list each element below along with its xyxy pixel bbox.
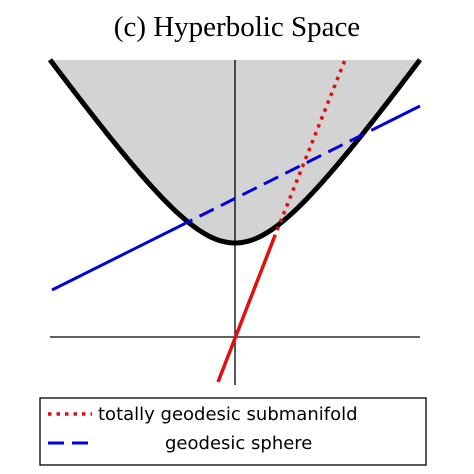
legend-box xyxy=(39,397,427,466)
sphere-line-outside xyxy=(382,104,421,126)
submanifold-line-outside xyxy=(216,237,276,383)
hyperboloid-curve xyxy=(47,58,423,246)
submanifold-line-inside xyxy=(272,59,347,239)
legend-label: totally geodesic submanifold xyxy=(98,404,358,425)
sphere-line-outside xyxy=(51,225,179,292)
sphere-line-inside xyxy=(177,123,384,229)
legend-label: geodesic sphere xyxy=(165,433,312,454)
title: (c) Hyperbolic Space xyxy=(114,11,360,43)
